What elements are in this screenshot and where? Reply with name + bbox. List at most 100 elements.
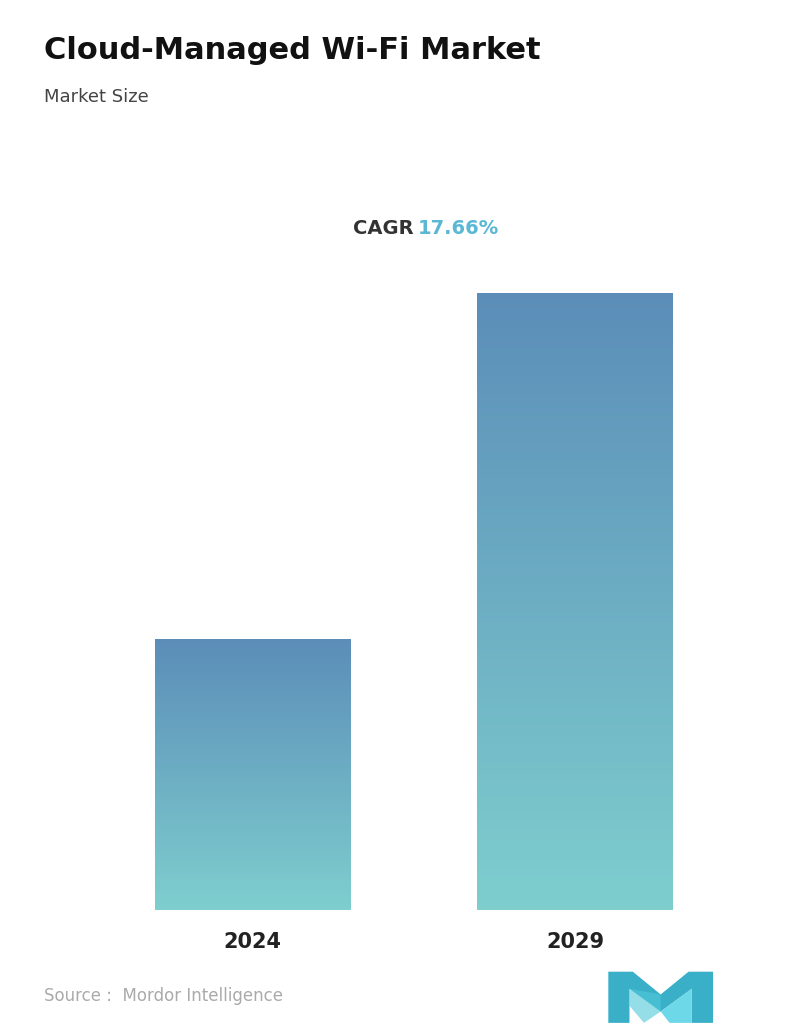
Bar [477,458,673,460]
Bar [477,766,673,768]
Bar [477,625,673,627]
Bar [477,542,673,544]
Bar [477,692,673,694]
Bar [477,448,673,450]
Bar [477,627,673,629]
Bar [477,779,673,781]
Bar [477,733,673,735]
Bar [477,831,673,833]
Bar [477,820,673,822]
Bar [477,835,673,838]
Bar [477,435,673,437]
Bar [477,433,673,435]
Bar [477,413,673,415]
Bar [477,665,673,667]
Bar [477,521,673,523]
Bar [477,750,673,752]
Bar [477,296,673,298]
Text: 2029: 2029 [546,932,604,951]
Bar [477,485,673,487]
Bar [477,456,673,458]
Bar [477,725,673,727]
Bar [477,777,673,779]
Bar [477,774,673,777]
Bar [477,394,673,396]
Bar [477,423,673,425]
Bar [477,639,673,641]
Bar [477,719,673,721]
Bar [477,302,673,304]
Bar [477,869,673,871]
Bar [477,466,673,468]
Bar [477,475,673,477]
Bar [477,577,673,579]
Bar [477,746,673,748]
Bar [477,560,673,562]
Bar [477,500,673,503]
Bar [477,583,673,585]
Bar [477,810,673,812]
Bar [477,844,673,846]
Bar [477,606,673,608]
Bar [477,812,673,814]
Bar [477,304,673,306]
Bar [477,671,673,673]
Bar [477,679,673,681]
Bar [477,602,673,604]
Bar [477,754,673,756]
Bar [477,614,673,616]
Bar [477,444,673,446]
Bar [477,596,673,598]
Bar [477,363,673,365]
Bar [477,494,673,496]
Bar [477,712,673,714]
Text: 2024: 2024 [224,932,282,951]
Bar [477,686,673,688]
Bar [477,382,673,384]
Bar [477,727,673,729]
Bar [477,384,673,386]
Bar [477,833,673,835]
Bar [477,651,673,653]
Bar [477,452,673,454]
Bar [477,348,673,351]
Bar [477,379,673,382]
Bar [477,904,673,906]
Bar [477,908,673,910]
Bar [477,321,673,323]
Bar [477,587,673,589]
Bar [477,741,673,743]
Bar [477,710,673,712]
Bar [477,881,673,883]
Bar [477,631,673,633]
Bar [477,306,673,308]
Bar [477,669,673,671]
Bar [477,826,673,827]
Bar [477,723,673,725]
Bar [477,717,673,719]
Bar [477,808,673,810]
Bar [477,814,673,816]
Bar [477,758,673,760]
Bar [477,565,673,567]
Bar [477,353,673,355]
Bar [477,310,673,312]
Bar [477,708,673,710]
Bar [477,515,673,517]
Bar [477,799,673,801]
Bar [477,562,673,565]
Bar [477,768,673,770]
Bar [477,885,673,887]
Bar [477,641,673,643]
Bar [477,675,673,677]
Bar [477,417,673,419]
Bar [477,404,673,406]
Bar [477,622,673,625]
Bar [477,531,673,534]
Bar [477,864,673,866]
Bar [477,752,673,754]
Bar [477,525,673,527]
Bar [477,550,673,552]
Bar [477,398,673,400]
Bar [477,900,673,902]
